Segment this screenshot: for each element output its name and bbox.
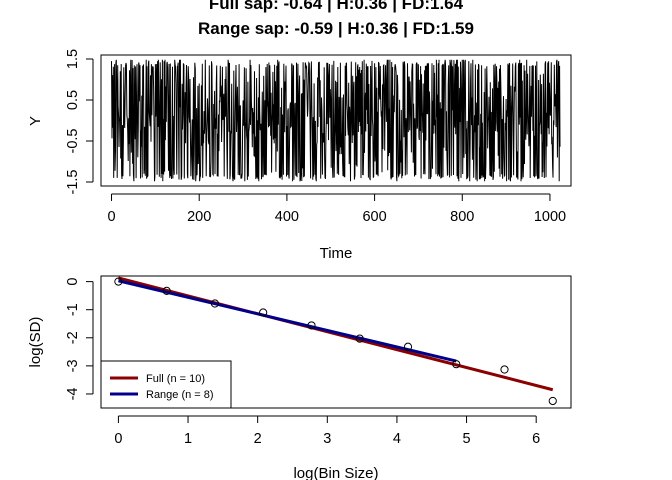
plot1-xlabel: Time xyxy=(320,245,353,262)
series-y-line xyxy=(111,59,561,182)
plot1-x-tick-label: 400 xyxy=(275,209,299,225)
plot2-y-tick-label: -3 xyxy=(65,359,81,372)
plot2-x-tick-label: 3 xyxy=(323,431,331,447)
fit-line-range xyxy=(118,279,457,363)
plot2-y-tick-label: -2 xyxy=(65,331,81,344)
plot2-x-tick-label: 0 xyxy=(114,431,122,447)
plot1-y-tick-label: -0.5 xyxy=(65,129,81,154)
figure-title-line1: Full sap: -0.64 | H:0.36 | FD:1.64 xyxy=(209,0,464,13)
plot2-y-tick-label: 0 xyxy=(65,278,81,286)
plot1-y-tick-label: 1.5 xyxy=(65,49,81,69)
data-point xyxy=(403,342,413,351)
plot2-x-tick-label: 4 xyxy=(393,431,401,447)
data-point xyxy=(259,308,268,317)
data-point xyxy=(452,360,461,369)
data-point xyxy=(548,396,557,406)
plot2-frame xyxy=(100,275,572,409)
plot1-x-tick-label: 1000 xyxy=(534,209,566,225)
plot2-x-tick-label: 6 xyxy=(532,431,540,447)
plot1-ylabel: Y xyxy=(27,116,44,126)
plot2-ylabel: log(SD) xyxy=(27,317,44,368)
legend-label-range: Range (n = 8) xyxy=(146,389,214,401)
plot1-x-tick-label: 800 xyxy=(450,209,474,225)
legend: Full (n = 10) Range (n = 8) xyxy=(100,360,232,409)
plot1-y-tick-label: 0.5 xyxy=(65,90,81,110)
data-point xyxy=(162,286,171,295)
plot1-frame xyxy=(100,54,572,187)
legend-box xyxy=(100,360,232,409)
plot2-y-tick-label: -4 xyxy=(65,388,81,401)
data-point xyxy=(500,365,509,374)
plot1-x-tick-label: 600 xyxy=(362,209,386,225)
data-point xyxy=(307,321,316,330)
data-point xyxy=(210,299,220,308)
plot2-y-tick-label: -1 xyxy=(65,303,81,316)
plot2-x-tick-label: 5 xyxy=(463,431,471,447)
data-point xyxy=(355,334,364,343)
figure-title-line2: Range sap: -0.59 | H:0.36 | FD:1.59 xyxy=(198,19,474,38)
plot1-x-tick-label: 200 xyxy=(187,209,211,225)
plot2-xlabel: log(Bin Size) xyxy=(293,465,378,480)
plot1-y-tick-label: -1.5 xyxy=(65,170,81,195)
plot2-x-tick-label: 2 xyxy=(254,431,262,447)
legend-label-full: Full (n = 10) xyxy=(146,373,205,385)
time-series-panel: 0 200 400 600 800 1000 -1.5 -0.5 0.5 1.5 Time Y xyxy=(27,49,572,262)
plot1-x-tick-label: 0 xyxy=(107,209,115,225)
plot2-x-tick-label: 1 xyxy=(184,431,192,447)
data-point xyxy=(114,277,123,286)
